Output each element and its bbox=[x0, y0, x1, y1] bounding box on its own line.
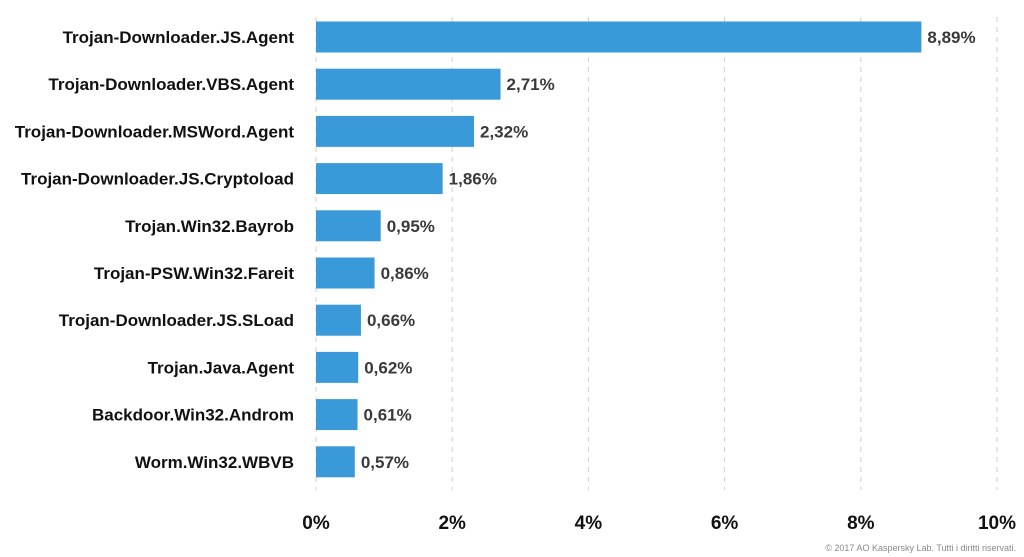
x-tick-label: 4% bbox=[575, 513, 603, 534]
bar bbox=[316, 68, 501, 100]
value-label: 2,32% bbox=[480, 122, 528, 141]
category-label: Trojan.Java.Agent bbox=[148, 358, 295, 377]
value-label: 0,95% bbox=[387, 217, 435, 236]
x-tick-label: 0% bbox=[302, 513, 330, 534]
category-labels: Trojan-Downloader.JS.Agent Trojan-Downloa… bbox=[15, 28, 295, 472]
category-label: Trojan-Downloader.MSWord.Agent bbox=[15, 122, 295, 141]
bars bbox=[316, 21, 922, 478]
bar bbox=[316, 257, 375, 289]
bar bbox=[316, 210, 381, 242]
value-label: 0,62% bbox=[364, 358, 412, 377]
value-label: 2,71% bbox=[507, 75, 555, 94]
value-label: 0,61% bbox=[364, 406, 412, 425]
bar bbox=[316, 115, 474, 147]
category-label: Trojan-PSW.Win32.Fareit bbox=[94, 264, 294, 283]
category-label: Worm.Win32.WBVB bbox=[135, 453, 294, 472]
bar bbox=[316, 163, 443, 195]
copyright-notice: © 2017 AO Kaspersky Lab. Tutti i diritti… bbox=[825, 543, 1016, 553]
value-label: 8,89% bbox=[927, 28, 975, 47]
category-label: Trojan-Downloader.VBS.Agent bbox=[48, 75, 294, 94]
bar bbox=[316, 399, 358, 431]
x-axis-tick-labels: 0% 2% 4% 6% 8% 10% bbox=[302, 513, 1016, 534]
bar bbox=[316, 351, 359, 383]
value-label: 0,66% bbox=[367, 311, 415, 330]
category-label: Trojan-Downloader.JS.Cryptoload bbox=[21, 170, 294, 189]
x-tick-label: 10% bbox=[978, 513, 1016, 534]
value-label: 0,57% bbox=[361, 453, 409, 472]
bar bbox=[316, 304, 361, 336]
category-label: Trojan.Win32.Bayrob bbox=[125, 217, 294, 236]
x-tick-label: 6% bbox=[711, 513, 739, 534]
bar bbox=[316, 446, 355, 478]
x-tick-label: 2% bbox=[438, 513, 466, 534]
bar bbox=[316, 21, 922, 53]
category-label: Backdoor.Win32.Androm bbox=[92, 406, 294, 425]
category-label: Trojan-Downloader.JS.SLoad bbox=[59, 311, 294, 330]
value-label: 0,86% bbox=[381, 264, 429, 283]
category-label: Trojan-Downloader.JS.Agent bbox=[63, 28, 295, 47]
value-label: 1,86% bbox=[449, 170, 497, 189]
value-labels: 8,89% 2,71% 2,32% 1,86% 0,95% 0,86% 0,66% 0,62%… bbox=[361, 28, 976, 472]
x-tick-label: 8% bbox=[847, 513, 875, 534]
